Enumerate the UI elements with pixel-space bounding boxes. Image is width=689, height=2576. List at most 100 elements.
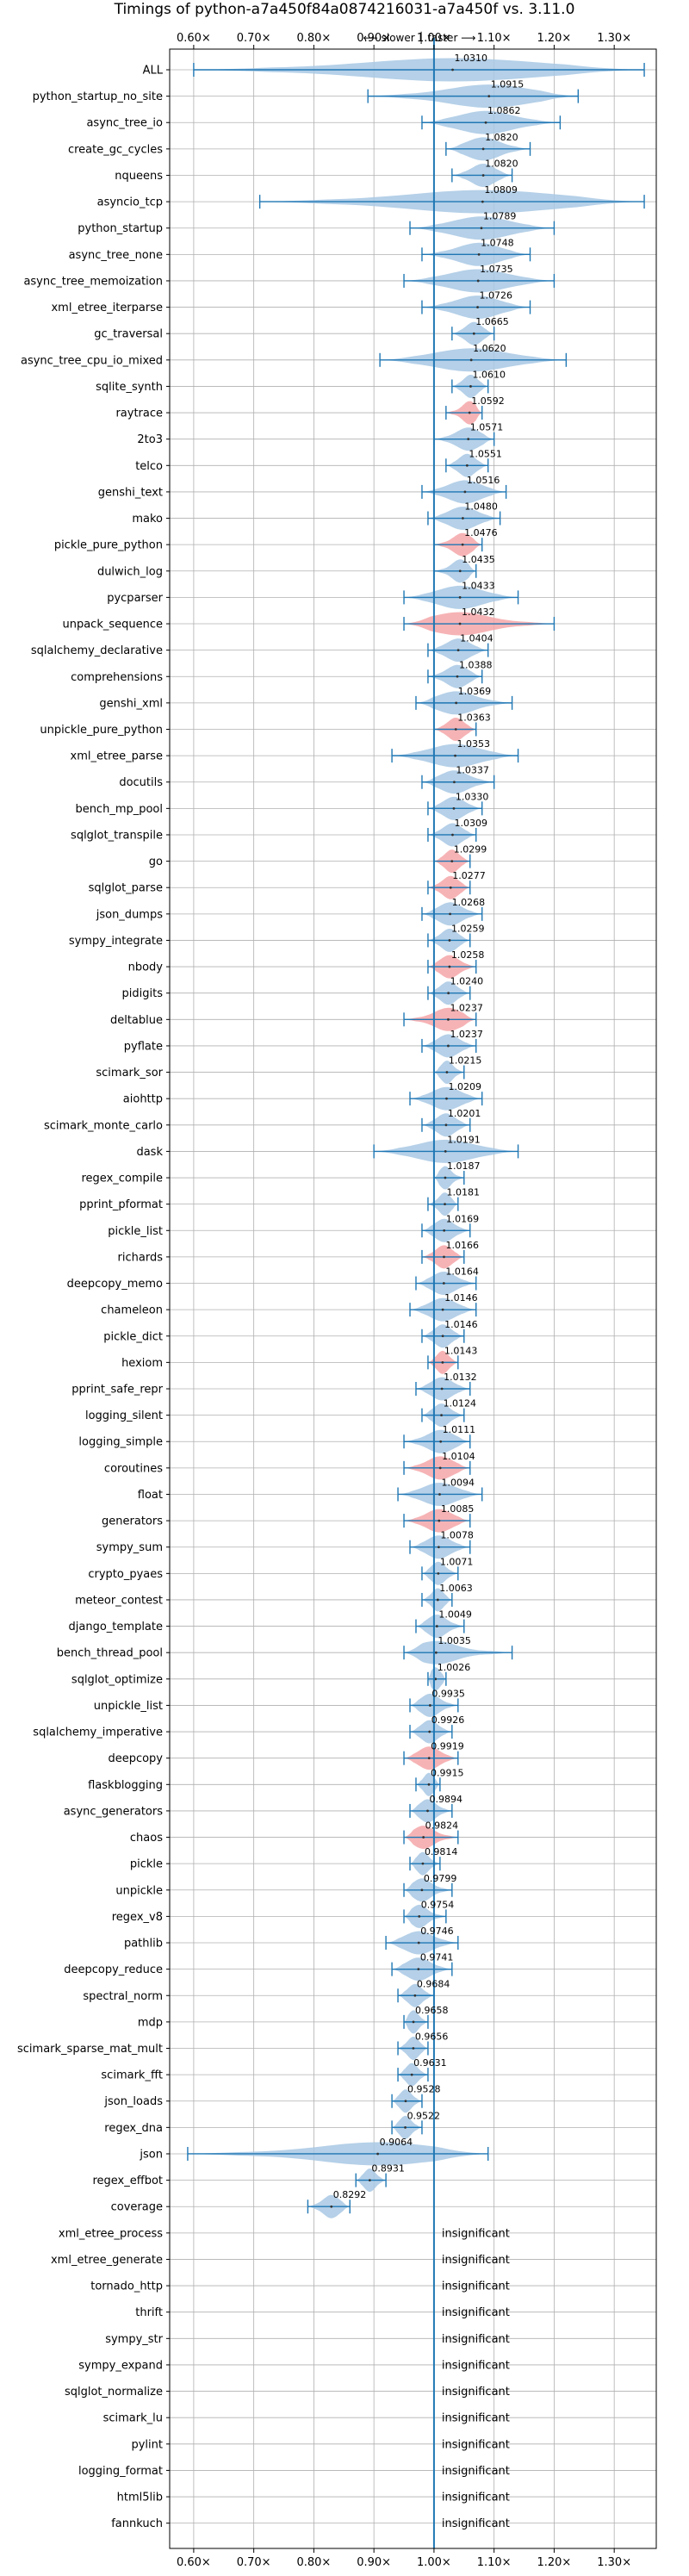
violin-median-dot — [428, 1704, 431, 1707]
value-label: 1.0240 — [450, 976, 484, 987]
violin-median-dot — [451, 833, 454, 837]
category-label: python_startup — [78, 222, 163, 235]
category-label: 2to3 — [137, 433, 163, 446]
category-label: dask — [136, 1146, 163, 1159]
x-tick-label-top: 0.70× — [237, 32, 271, 45]
category-label: generators — [102, 1515, 163, 1528]
category-label: django_template — [69, 1621, 163, 1633]
x-tick-label-top: 0.60× — [177, 32, 211, 45]
category-label: mdp — [138, 2016, 163, 2029]
violin-median-dot — [481, 147, 485, 151]
category-label: deepcopy_memo — [67, 1278, 163, 1291]
violin-median-dot — [368, 2179, 371, 2182]
category-label: unpack_sequence — [62, 619, 163, 632]
insignificant-label: insignificant — [442, 2227, 510, 2240]
violin-median-dot — [376, 2152, 380, 2156]
value-label: 1.0071 — [440, 1556, 474, 1567]
category-label: json — [139, 2148, 163, 2161]
category-label: float — [138, 1489, 163, 1502]
violin-median-dot — [418, 1915, 421, 1918]
x-tick-label-top: 1.30× — [597, 32, 631, 45]
category-label: regex_dna — [104, 2122, 163, 2135]
violin-median-dot — [450, 860, 454, 862]
value-label: 1.0337 — [456, 765, 489, 776]
value-label: 1.0862 — [487, 105, 521, 116]
category-label: scimark_fft — [101, 2069, 163, 2082]
category-label: regex_effbot — [92, 2175, 163, 2187]
category-label: tornado_http — [90, 2280, 163, 2293]
category-label: mako — [132, 513, 163, 526]
category-label: logging_format — [78, 2465, 163, 2478]
violin-median-dot — [453, 781, 456, 784]
value-label: 1.0104 — [442, 1451, 475, 1462]
category-label: genshi_xml — [99, 697, 163, 710]
category-label: sympy_expand — [78, 2359, 163, 2372]
violin-median-dot — [422, 1836, 425, 1839]
violin-median-dot — [437, 1571, 440, 1575]
category-label: thrift — [135, 2306, 163, 2319]
violin-median-dot — [452, 806, 456, 810]
category-label: unpickle — [115, 1884, 163, 1897]
violin-median-dot — [404, 2100, 407, 2103]
violin-median-dot — [449, 912, 452, 916]
value-label: 1.0551 — [469, 448, 502, 459]
category-label: docutils — [119, 776, 163, 789]
violin-median-dot — [436, 1598, 439, 1602]
value-label: 1.0094 — [441, 1477, 475, 1488]
violin-median-dot — [427, 1757, 431, 1760]
category-label: raytrace — [115, 408, 163, 420]
value-label: 1.0277 — [452, 870, 486, 881]
value-label: 0.9824 — [425, 1820, 459, 1832]
violin-median-dot — [447, 992, 450, 995]
violin-median-dot — [476, 279, 480, 283]
insignificant-label: insignificant — [442, 2386, 510, 2399]
value-label: 1.0665 — [475, 316, 509, 327]
violin-median-dot — [444, 1150, 447, 1153]
value-label: 1.0571 — [470, 422, 504, 433]
value-label: 1.0132 — [444, 1372, 477, 1383]
category-label: json_dumps — [96, 908, 163, 921]
violin-median-dot — [444, 1123, 448, 1127]
violin-median-dot — [434, 1677, 438, 1681]
violin-median-dot — [461, 543, 464, 546]
value-label: 0.8292 — [333, 2189, 367, 2200]
value-label: 1.0181 — [447, 1187, 481, 1198]
value-label: 0.8931 — [371, 2163, 405, 2175]
violin-median-dot — [465, 464, 469, 467]
value-label: 0.9799 — [424, 1873, 456, 1884]
category-label: deepcopy — [108, 1752, 163, 1765]
category-label: pathlib — [124, 1938, 163, 1951]
value-label: 1.0388 — [459, 659, 493, 670]
x-tick-label-bottom: 0.70× — [237, 2556, 271, 2569]
value-label: 0.9741 — [420, 1952, 454, 1963]
violin-median-dot — [447, 1017, 450, 1021]
value-label: 0.9684 — [417, 1978, 450, 1989]
category-label: pidigits — [122, 987, 164, 1000]
value-label: 1.0432 — [462, 607, 495, 618]
x-tick-label-bottom: 1.30× — [597, 2556, 631, 2569]
violin-median-dot — [481, 200, 484, 203]
value-label: 1.0330 — [456, 791, 489, 802]
violin-median-dot — [444, 1176, 447, 1179]
category-label: sqlglot_optimize — [71, 1673, 163, 1686]
insignificant-label: insignificant — [442, 2306, 510, 2319]
category-label: html5lib — [117, 2492, 163, 2504]
value-label: 0.9814 — [425, 1846, 458, 1857]
category-label: bench_mp_pool — [75, 803, 163, 816]
insignificant-label: insignificant — [442, 2465, 510, 2478]
insignificant-label: insignificant — [442, 2438, 510, 2451]
value-label: 1.0169 — [446, 1213, 480, 1224]
category-label: chameleon — [101, 1304, 163, 1317]
violin-median-dot — [440, 1387, 444, 1391]
value-label: 1.0268 — [452, 897, 486, 908]
violin-median-dot — [441, 1360, 444, 1364]
category-label: sqlglot_transpile — [71, 829, 163, 842]
labels: ALL 1.0310 python_startup_no_site 1.0915 asy… — [17, 53, 524, 2530]
category-label: bench_thread_pool — [57, 1647, 163, 1660]
value-label: 1.0124 — [444, 1398, 477, 1409]
category-label: sqlite_synth — [96, 381, 163, 394]
value-label: 1.0620 — [473, 343, 506, 354]
category-label: ALL — [143, 65, 164, 78]
violin-median-dot — [456, 675, 459, 678]
